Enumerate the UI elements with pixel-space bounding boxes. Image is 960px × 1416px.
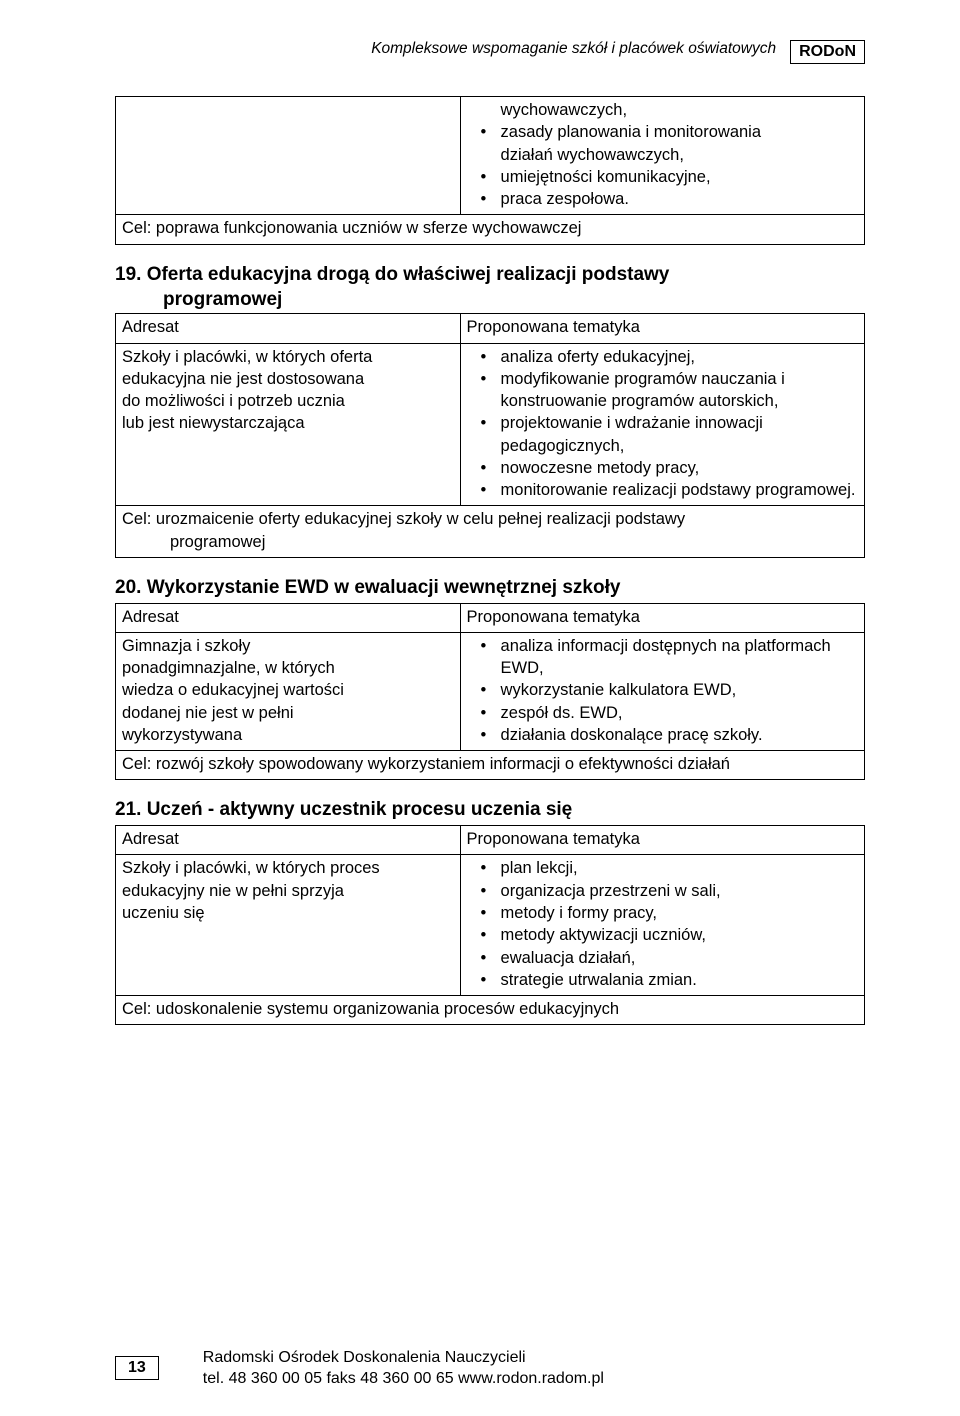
section-19-title1: 19. Oferta edukacyjna drogą do właściwej… [115,263,865,288]
section-20-table: Adresat Proponowana tematyka Gimnazja i … [115,603,865,781]
page-header: Kompleksowe wspomaganie szkół i placówek… [115,40,865,64]
section-21-title: 21. Uczeń - aktywny uczestnik procesu uc… [115,798,865,823]
list-item: zespół ds. EWD, [501,702,858,724]
col-header-adresat: Adresat [116,826,461,855]
continuation-table: wychowawczych, zasady planowania i monit… [115,96,865,245]
section-19-left: Szkoły i placówki, w których oferta eduk… [116,343,461,506]
list-item: umiejętności komunikacyjne, [501,166,858,188]
footer-line2: tel. 48 360 00 05 faks 48 360 00 65 www.… [203,1368,604,1390]
list-item: metody i formy pracy, [501,902,858,924]
list-item: metody aktywizacji uczniów, [501,924,858,946]
col-header-adresat: Adresat [116,314,461,343]
section-21-table: Adresat Proponowana tematyka Szkoły i pl… [115,825,865,1025]
section-19-right: analiza oferty edukacyjnej, modyfikowani… [460,343,864,506]
list-item: strategie utrwalania zmian. [501,969,858,991]
list-item: nowoczesne metody pracy, [501,457,858,479]
list-item: zasady planowania i monitorowaniadziałań… [501,121,858,166]
list-item: działania doskonalące pracę szkoły. [501,724,858,746]
section-21-cel: Cel: udoskonalenie systemu organizowania… [116,996,865,1025]
col-header-tematyka: Proponowana tematyka [460,826,864,855]
list-item: wykorzystanie kalkulatora EWD, [501,679,858,701]
list-item: analiza oferty edukacyjnej, [501,346,858,368]
list-item: praca zespołowa. [501,188,858,210]
continuation-list: zasady planowania i monitorowaniadziałań… [467,121,858,210]
continuation-right: wychowawczych, zasady planowania i monit… [460,97,864,215]
list-item: analiza informacji dostępnych na platfor… [501,635,858,680]
section-21-right: plan lekcji, organizacja przestrzeni w s… [460,855,864,996]
section-20-title: 20. Wykorzystanie EWD w ewaluacji wewnęt… [115,576,865,601]
continuation-intro: wychowawczych, [467,99,858,121]
header-logo-box: RODoN [790,40,865,64]
header-subtitle: Kompleksowe wspomaganie szkół i placówek… [371,40,776,58]
list-item: modyfikowanie programów nauczania i kons… [501,368,858,413]
section-20-right: analiza informacji dostępnych na platfor… [460,632,864,750]
footer-line1: Radomski Ośrodek Doskonalenia Nauczyciel… [203,1347,604,1369]
col-header-tematyka: Proponowana tematyka [460,314,864,343]
footer-text: Radomski Ośrodek Doskonalenia Nauczyciel… [203,1347,604,1390]
list-item: monitorowanie realizacji podstawy progra… [501,479,858,501]
section-19-table: Adresat Proponowana tematyka Szkoły i pl… [115,313,865,558]
list-item: organizacja przestrzeni w sali, [501,880,858,902]
page-number: 13 [115,1356,159,1380]
col-header-tematyka: Proponowana tematyka [460,603,864,632]
section-20-left: Gimnazja i szkoły ponadgimnazjalne, w kt… [116,632,461,750]
section-21-left: Szkoły i placówki, w których proces eduk… [116,855,461,996]
page-footer: 13 Radomski Ośrodek Doskonalenia Nauczyc… [115,1347,865,1390]
section-19-cel: Cel: urozmaicenie oferty edukacyjnej szk… [116,506,865,558]
continuation-left-empty [116,97,461,215]
continuation-cel: Cel: poprawa funkcjonowania uczniów w sf… [116,215,865,244]
list-item: ewaluacja działań, [501,947,858,969]
section-20-cel: Cel: rozwój szkoły spowodowany wykorzyst… [116,751,865,780]
section-19-title2: programowej [115,289,865,311]
col-header-adresat: Adresat [116,603,461,632]
list-item: plan lekcji, [501,857,858,879]
list-item: projektowanie i wdrażanie innowacji peda… [501,412,858,457]
